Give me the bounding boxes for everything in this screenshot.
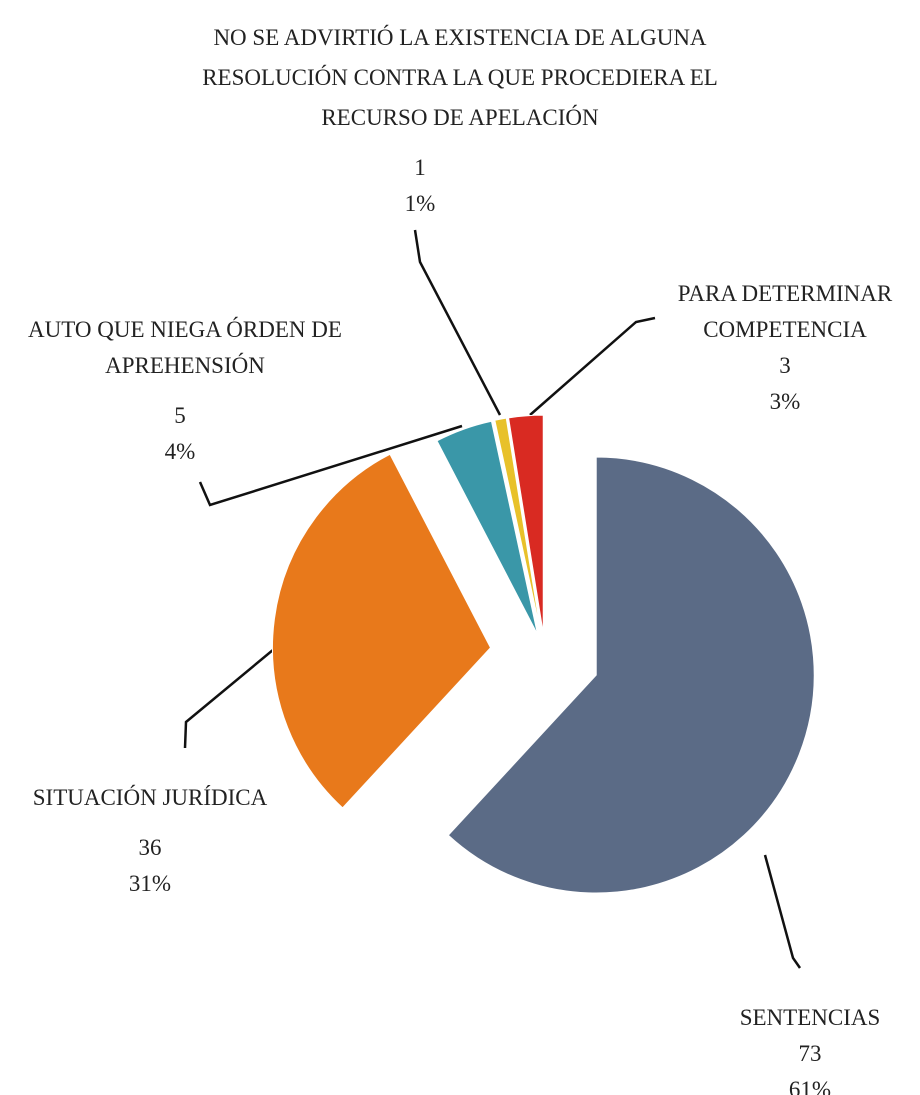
pie-slice — [507, 414, 544, 634]
category-label: PARA DETERMINAR COMPETENCIA — [677, 281, 893, 342]
value-label: 3 — [779, 353, 791, 378]
category-label: SENTENCIAS — [739, 1005, 881, 1030]
pie-slice — [272, 453, 492, 809]
value-label: 36 — [138, 835, 162, 860]
percent-label: 4% — [164, 439, 196, 464]
category-label: AUTO QUE NIEGA ÓRDEN DE APREHENSIÓN — [28, 317, 342, 378]
leader-line — [529, 316, 656, 416]
pie-slice — [447, 456, 815, 894]
value-block: 73 61% — [690, 1036, 920, 1095]
percent-label: 1% — [404, 191, 436, 216]
value-label: 1 — [414, 155, 426, 180]
pie-slice — [494, 417, 542, 634]
percent-label: 61% — [788, 1077, 832, 1095]
value-label: 5 — [174, 403, 186, 428]
percent-label: 3% — [769, 389, 801, 414]
value-label: 73 — [798, 1041, 822, 1066]
value-block: 36 31% — [0, 830, 300, 902]
leader-line — [413, 229, 502, 416]
category-label: SITUACIÓN JURÍDICA — [32, 785, 268, 810]
value-block: 5 4% — [90, 398, 270, 470]
leader-line — [183, 639, 286, 749]
percent-label: 31% — [128, 871, 172, 896]
pie-slice — [436, 420, 539, 635]
leader-line — [198, 424, 463, 507]
value-block: 1 1% — [330, 150, 510, 222]
leader-line — [763, 854, 802, 969]
category-label: NO SE ADVIRTIÓ LA EXISTENCIA DE ALGUNA R… — [202, 25, 718, 130]
value-block: 3 3% — [640, 348, 920, 420]
